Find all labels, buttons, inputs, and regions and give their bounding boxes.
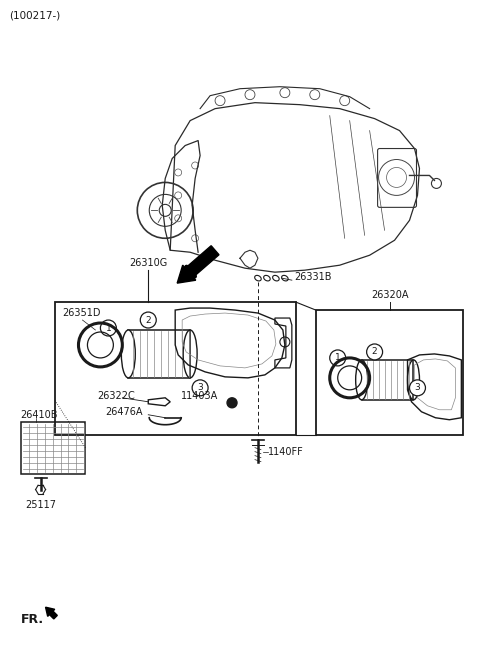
Text: 26410B: 26410B <box>21 410 58 420</box>
FancyArrow shape <box>177 246 219 283</box>
Text: FR.: FR. <box>21 612 44 626</box>
Circle shape <box>367 344 383 360</box>
Text: 26322C: 26322C <box>97 391 135 401</box>
Text: 3: 3 <box>415 383 420 393</box>
Text: 11403A: 11403A <box>181 391 218 401</box>
Ellipse shape <box>121 330 135 378</box>
Bar <box>128 330 190 378</box>
Text: 26310G: 26310G <box>129 258 168 268</box>
Text: 26331B: 26331B <box>294 272 331 282</box>
Text: 26476A: 26476A <box>106 406 143 417</box>
Circle shape <box>100 320 116 336</box>
Bar <box>21 422 85 473</box>
Text: 3: 3 <box>197 383 203 393</box>
Text: 2: 2 <box>145 316 151 324</box>
Text: 1: 1 <box>106 324 111 332</box>
Text: 26320A: 26320A <box>371 290 408 300</box>
Ellipse shape <box>356 360 368 400</box>
Text: 25117: 25117 <box>25 500 56 510</box>
Text: 1140FF: 1140FF <box>268 447 304 457</box>
Bar <box>316 310 463 435</box>
Bar <box>361 360 413 400</box>
Circle shape <box>330 350 346 366</box>
Text: 1: 1 <box>335 354 341 362</box>
Text: (100217-): (100217-) <box>9 11 60 21</box>
Bar <box>55 302 296 435</box>
FancyArrow shape <box>46 607 57 619</box>
Circle shape <box>192 380 208 396</box>
Text: 26351D: 26351D <box>62 308 101 318</box>
Text: 2: 2 <box>372 348 377 356</box>
Circle shape <box>140 312 156 328</box>
Circle shape <box>409 380 425 396</box>
Circle shape <box>227 398 237 408</box>
